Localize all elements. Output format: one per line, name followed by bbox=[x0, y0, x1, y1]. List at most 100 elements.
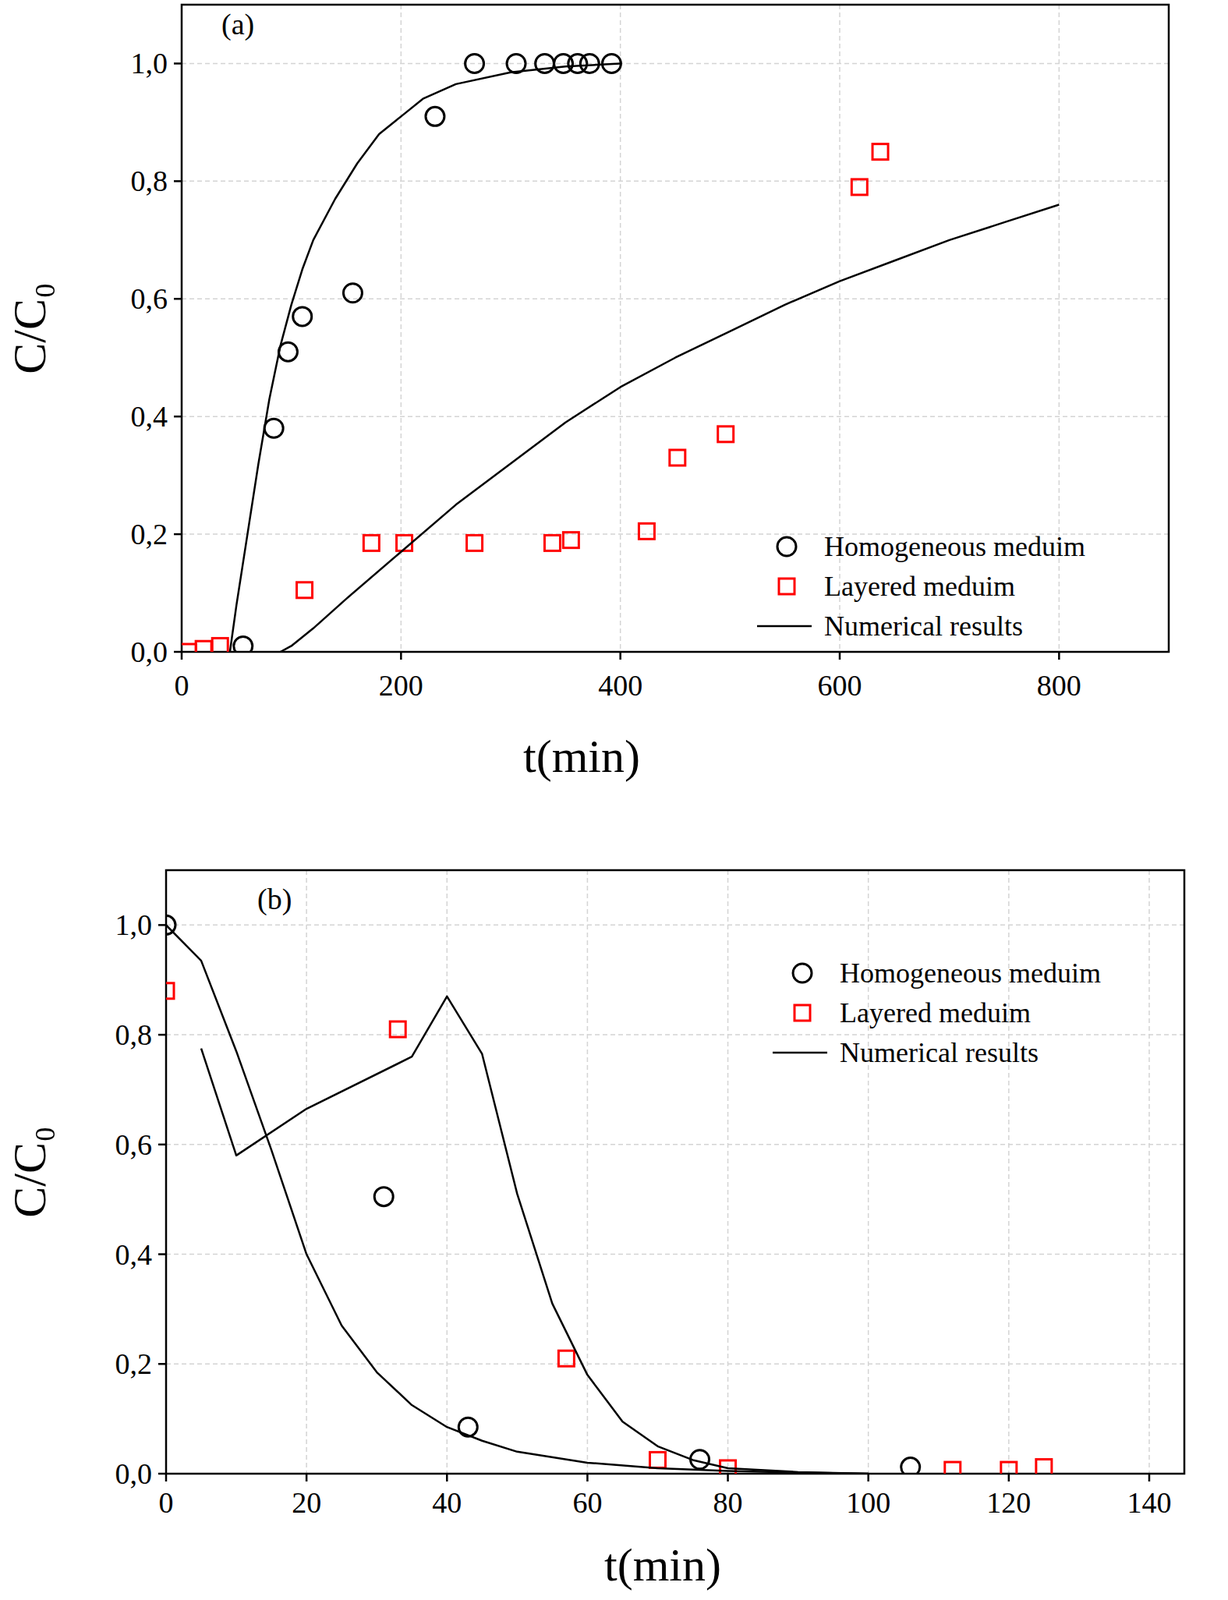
x-tick bbox=[867, 1473, 870, 1482]
data-point bbox=[389, 1021, 406, 1037]
data-point bbox=[1001, 1461, 1017, 1474]
y-tick-label: 0,6 bbox=[115, 1128, 153, 1161]
x-tick bbox=[726, 1473, 730, 1482]
plot-frame bbox=[166, 870, 1185, 1474]
data-point bbox=[212, 637, 228, 652]
data-point bbox=[558, 1350, 574, 1367]
x-axis-label: t(min) bbox=[523, 730, 641, 783]
numerical-line bbox=[166, 924, 869, 1474]
data-group bbox=[181, 53, 1059, 652]
data-point bbox=[901, 1458, 921, 1474]
grid-line bbox=[181, 298, 1169, 301]
numerical-line bbox=[280, 205, 1060, 652]
data-point bbox=[181, 644, 196, 652]
data-point bbox=[638, 523, 655, 539]
data-point bbox=[374, 1187, 393, 1207]
legend-label: Homogeneous meduim bbox=[824, 530, 1086, 563]
x-tick-label: 200 bbox=[378, 668, 424, 702]
x-tick-label: 120 bbox=[986, 1486, 1031, 1519]
panel-label: (b) bbox=[257, 882, 292, 917]
data-point bbox=[363, 534, 379, 551]
grid-line bbox=[181, 415, 1169, 418]
y-tick bbox=[173, 533, 182, 536]
x-tick-label: 140 bbox=[1126, 1486, 1172, 1519]
data-point bbox=[649, 1451, 666, 1468]
x-tick-label: 0 bbox=[174, 668, 190, 702]
data-point bbox=[851, 179, 868, 195]
x-tick-label: 80 bbox=[713, 1486, 744, 1519]
y-tick bbox=[173, 297, 182, 301]
legend: Homogeneous meduimLayered meduimNumerica… bbox=[757, 530, 1086, 642]
y-tick-label: 0,4 bbox=[115, 1238, 153, 1271]
data-point bbox=[562, 532, 579, 549]
y-tick-label: 1,0 bbox=[115, 908, 153, 942]
data-point bbox=[264, 418, 284, 438]
grid-line bbox=[166, 1033, 1185, 1036]
figure: 02004006008000,00,20,40,60,81,0t(min)C/C… bbox=[0, 0, 1228, 1600]
x-tick bbox=[165, 1473, 168, 1482]
grid-line bbox=[181, 180, 1169, 183]
legend-marker bbox=[794, 1005, 811, 1021]
x-tick-label: 100 bbox=[845, 1486, 891, 1519]
grid-line bbox=[446, 870, 449, 1474]
grid-line bbox=[166, 1363, 1185, 1366]
y-axis-label: C/C₀ bbox=[3, 282, 56, 375]
y-tick-label: 0,2 bbox=[115, 1347, 153, 1381]
y-tick bbox=[158, 1033, 167, 1037]
numerical-line bbox=[201, 996, 869, 1474]
legend-line bbox=[772, 1051, 828, 1055]
legend-label: Homogeneous meduim bbox=[839, 957, 1101, 989]
data-point bbox=[343, 283, 362, 303]
numerical-line bbox=[230, 63, 621, 652]
data-point bbox=[872, 144, 889, 160]
data-point bbox=[297, 582, 313, 599]
y-tick bbox=[173, 415, 182, 418]
legend-marker bbox=[792, 963, 812, 983]
x-tick bbox=[305, 1473, 308, 1482]
x-tick bbox=[586, 1473, 589, 1482]
x-tick bbox=[399, 651, 403, 660]
grid-line bbox=[619, 4, 622, 652]
data-point bbox=[506, 53, 526, 73]
legend-line bbox=[757, 625, 812, 628]
y-tick bbox=[158, 1362, 167, 1366]
grid-line bbox=[166, 1143, 1185, 1146]
x-tick-label: 40 bbox=[431, 1486, 462, 1519]
x-tick bbox=[619, 651, 622, 660]
x-tick-label: 600 bbox=[817, 668, 863, 702]
data-point bbox=[293, 307, 312, 326]
data-group bbox=[166, 915, 1052, 1474]
legend-label: Layered meduim bbox=[839, 997, 1031, 1029]
x-tick bbox=[1008, 1473, 1011, 1482]
x-tick-label: 0 bbox=[159, 1486, 174, 1519]
grid-line bbox=[400, 4, 403, 652]
x-tick-label: 60 bbox=[572, 1486, 602, 1519]
x-tick bbox=[445, 1473, 449, 1482]
legend: Homogeneous meduimLayered meduimNumerica… bbox=[772, 957, 1101, 1069]
data-point bbox=[233, 636, 253, 652]
y-tick bbox=[173, 180, 182, 183]
chart-panel: 0204060801001201400,00,20,40,60,81,0t(mi… bbox=[3, 870, 1185, 1591]
legend-marker bbox=[777, 537, 797, 556]
x-tick bbox=[180, 651, 184, 660]
y-axis-label: C/C₀ bbox=[3, 1125, 56, 1218]
data-point bbox=[166, 983, 174, 999]
y-tick bbox=[158, 1143, 167, 1147]
x-axis-label: t(min) bbox=[604, 1539, 722, 1591]
y-tick-label: 0,8 bbox=[115, 1018, 153, 1052]
y-tick-label: 1,0 bbox=[130, 46, 169, 80]
grid-line bbox=[181, 63, 1169, 65]
grid-line bbox=[587, 870, 589, 1474]
data-point bbox=[425, 106, 445, 126]
grid-line bbox=[166, 1253, 1185, 1256]
y-tick bbox=[158, 1472, 167, 1476]
y-tick bbox=[158, 923, 167, 927]
data-point bbox=[718, 426, 734, 443]
y-tick-label: 0,0 bbox=[115, 1457, 153, 1490]
data-point bbox=[166, 915, 176, 935]
plot-frame bbox=[181, 4, 1169, 652]
data-point bbox=[467, 534, 483, 551]
grid-line bbox=[166, 924, 1185, 927]
y-tick bbox=[173, 62, 182, 65]
data-point bbox=[195, 640, 212, 652]
